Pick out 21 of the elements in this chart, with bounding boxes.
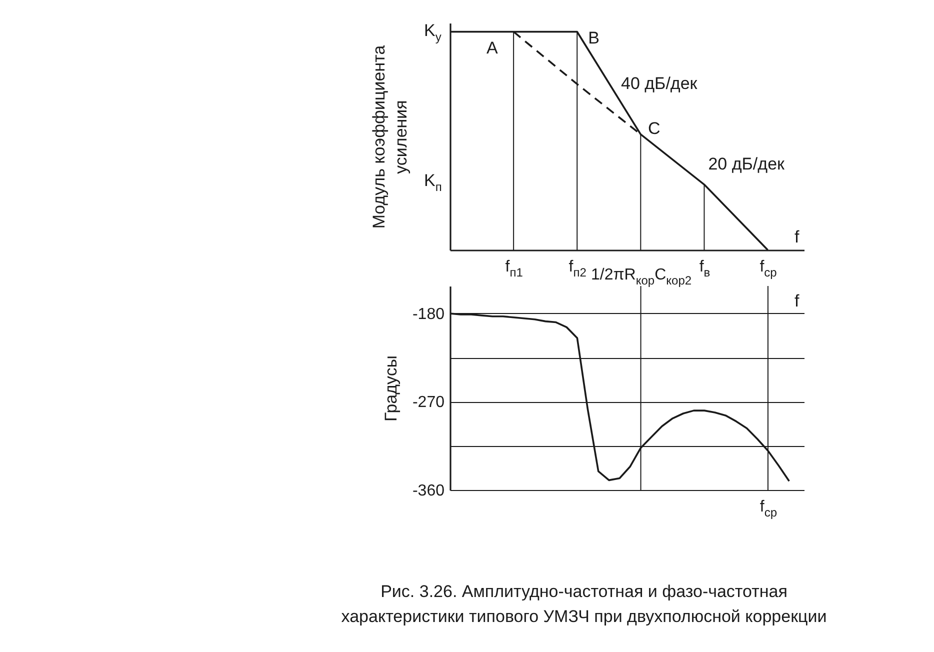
annotation: 20 дБ/дек	[708, 154, 786, 174]
y-axis-title: Модуль коэффициента усиления	[370, 44, 410, 229]
x-tick-label: f$_{ср}$	[760, 498, 778, 520]
text: Рис. 3.26. Амплитудно-частотная и фазо-частотная характеристики типового УМЗЧ при двухполюсной коррекции	[341, 582, 827, 626]
annotation: C	[648, 119, 660, 138]
x-tick-label: f$_{п1}$	[505, 258, 524, 280]
y-axis-title: Градусы	[381, 355, 400, 422]
y-tick-label: -360	[412, 482, 445, 500]
y-tick-label: -270	[412, 394, 445, 412]
annotation: 40 дБ/дек	[621, 74, 698, 93]
x-tick-label: 1/2πR$_{кор}$C$_{кор2}$	[591, 266, 692, 288]
annotation: A	[486, 38, 499, 58]
y-tick-label: -180	[412, 306, 445, 323]
text: K$_{у}$	[424, 21, 442, 44]
annotation: B	[588, 28, 600, 48]
x-tick-label: f$_{п2}$	[568, 258, 587, 280]
text: K$_{п}$	[424, 171, 442, 194]
x-tick-label: f$_{ср}$	[760, 258, 778, 280]
x-tick-label: f$_{в}$	[699, 258, 710, 280]
x-axis-title: f	[794, 292, 800, 310]
x-axis-title: f	[794, 228, 800, 246]
